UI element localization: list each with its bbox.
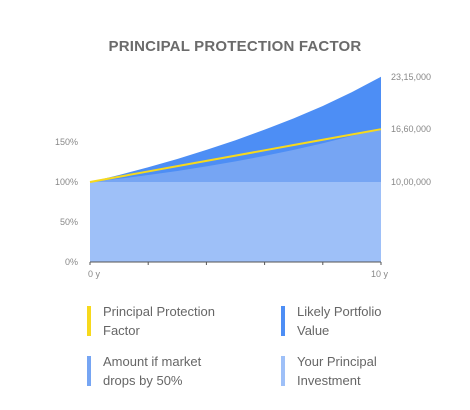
legend-label-principal-protection-factor: Principal Protection Factor	[103, 304, 215, 338]
left-tick-label: 50%	[60, 217, 78, 227]
x-tick-labels: 0 y 10 y	[88, 269, 388, 279]
right-value-label: 23,15,000	[391, 72, 431, 82]
legend-label-your-principal-investment: Your Principal Investment	[297, 354, 377, 388]
legend-swatch-likely-portfolio-value	[281, 306, 285, 336]
chart-legend: Principal Protection Factor Likely Portf…	[87, 302, 427, 402]
legend-label-amount-if-market-drops: Amount if market drops by 50%	[103, 354, 202, 388]
chart-plot: 0% 50% 100% 150% 23,15,000 16,60,000 10,00,00…	[55, 72, 431, 279]
x-axis	[89, 261, 382, 265]
right-value-label: 16,60,000	[391, 124, 431, 134]
left-tick-label: 100%	[55, 177, 78, 187]
legend-swatch-amount-if-market-drops	[87, 356, 91, 386]
legend-item-amount-if-market-drops: Amount if market drops by 50%	[87, 352, 237, 392]
series-line-principal-protection-factor	[89, 128, 382, 183]
right-value-label: 10,00,000	[391, 177, 431, 187]
series-areas	[90, 76, 381, 262]
legend-label-likely-portfolio-value: Likely Portfolio Value	[297, 304, 382, 338]
series-area-your-principal-investment	[90, 182, 381, 262]
chart-title: PRINCIPAL PROTECTION FACTOR	[108, 38, 362, 55]
legend-swatch-your-principal-investment	[281, 356, 285, 386]
x-tick-label-start: 0 y	[88, 269, 101, 279]
legend-swatch-principal-protection-factor	[87, 306, 91, 336]
x-tick-label-end: 10 y	[371, 269, 389, 279]
right-value-labels: 23,15,000 16,60,000 10,00,000	[391, 72, 431, 187]
legend-item-principal-protection-factor: Principal Protection Factor	[87, 302, 237, 342]
legend-item-your-principal-investment: Your Principal Investment	[281, 352, 431, 392]
left-tick-label: 0%	[65, 257, 78, 267]
legend-item-likely-portfolio-value: Likely Portfolio Value	[281, 302, 431, 342]
series-lines	[89, 128, 382, 183]
left-tick-label: 150%	[55, 137, 78, 147]
left-tick-labels: 0% 50% 100% 150%	[55, 137, 78, 267]
